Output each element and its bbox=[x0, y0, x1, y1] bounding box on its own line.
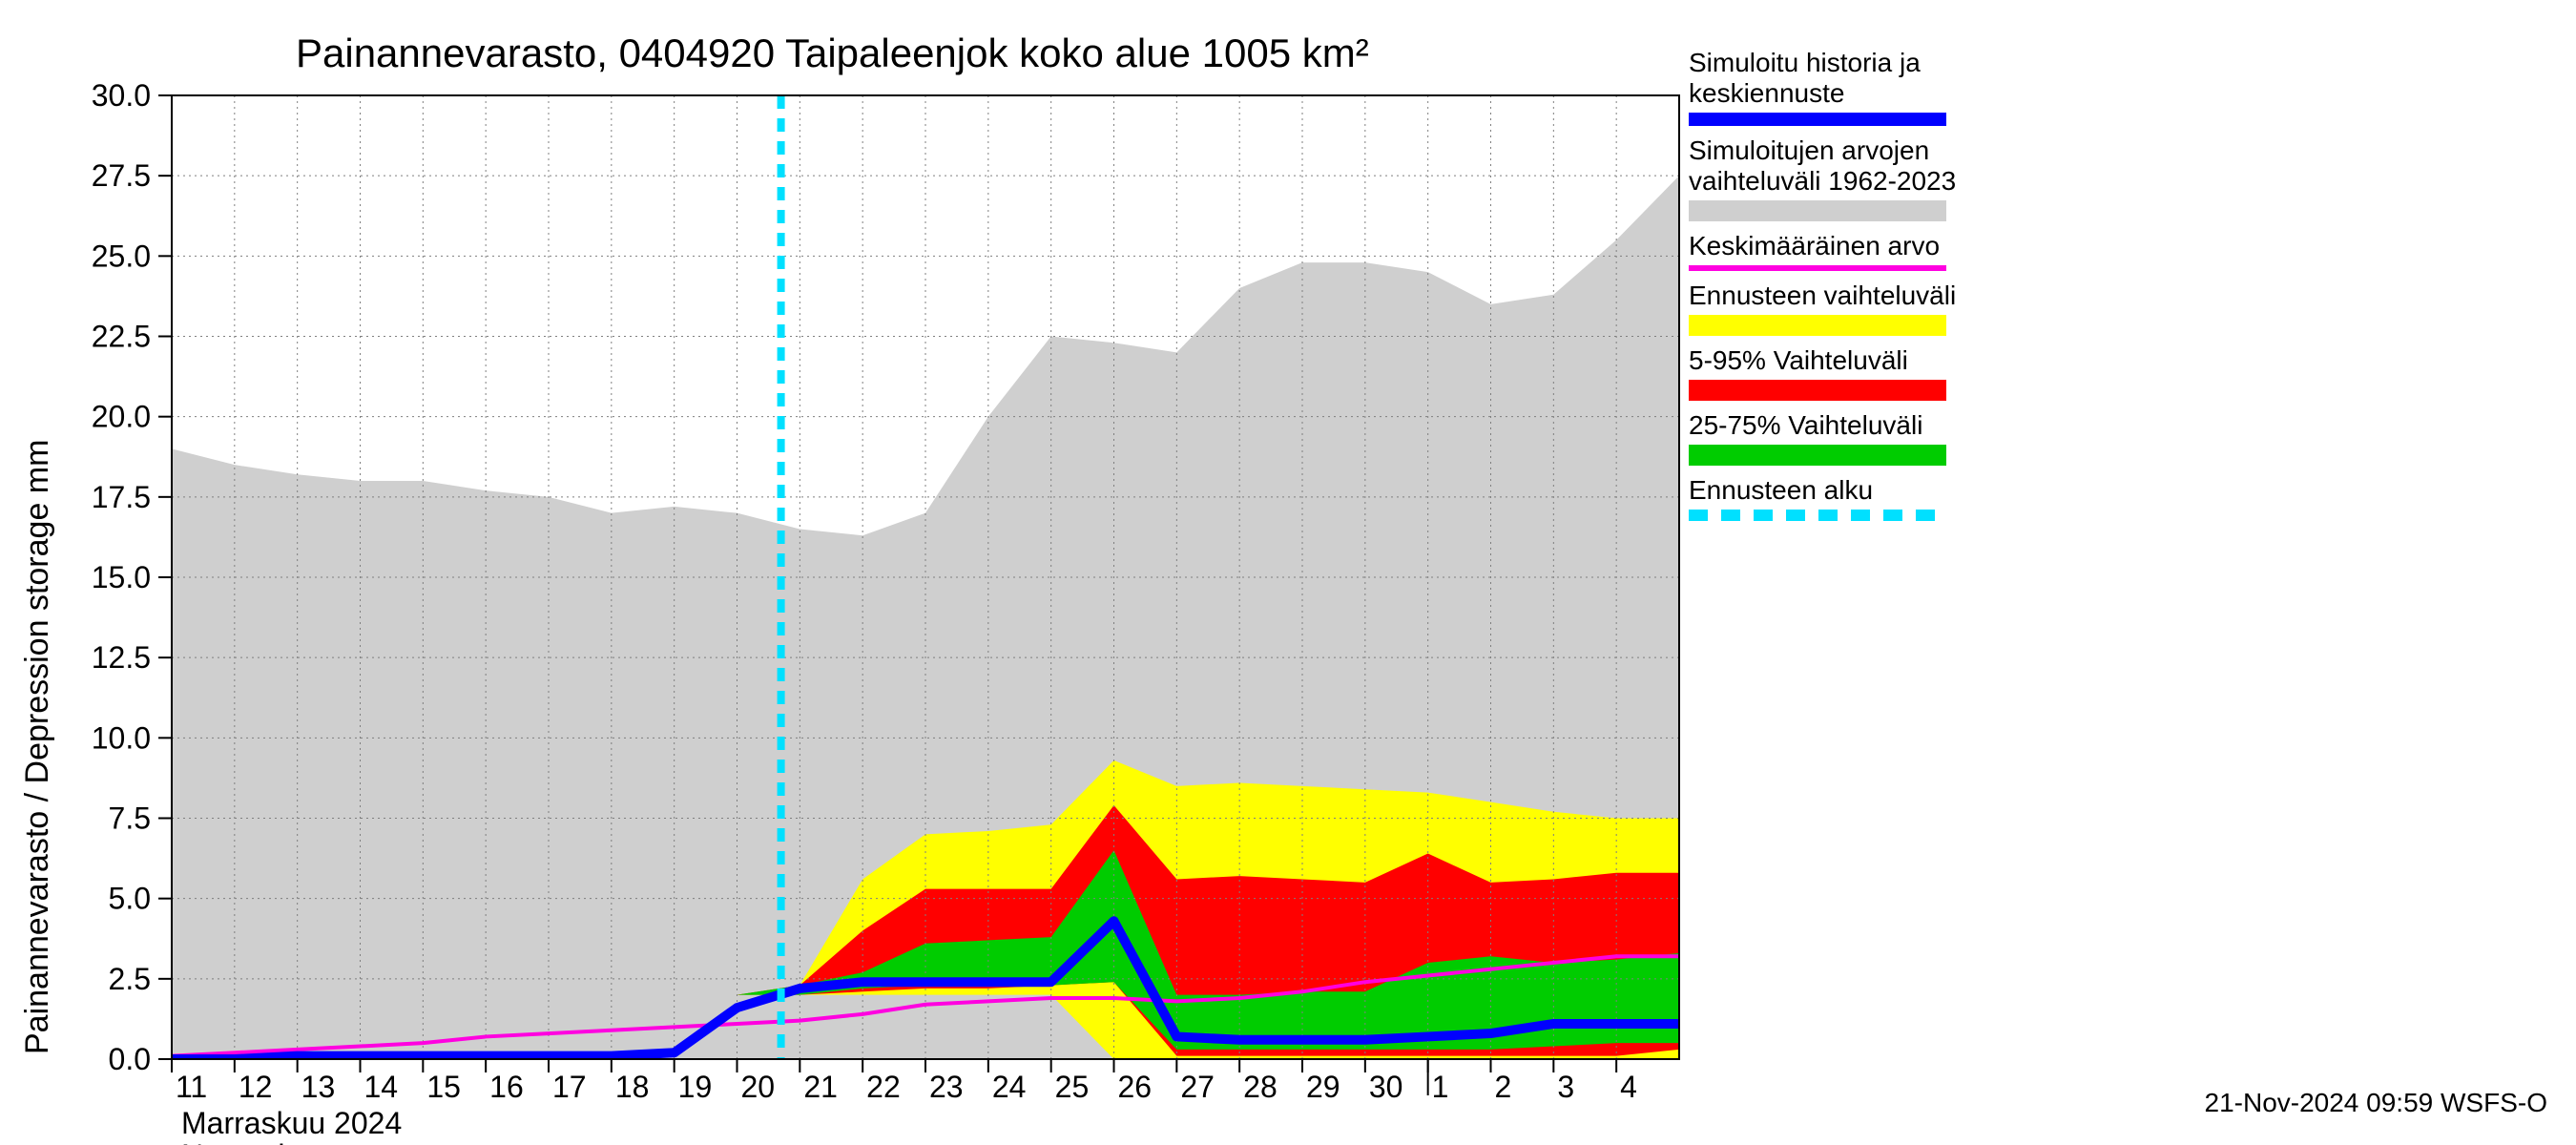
y-tick-label: 10.0 bbox=[92, 720, 151, 755]
x-tick-label: 14 bbox=[364, 1070, 399, 1104]
x-tick-label: 26 bbox=[1118, 1070, 1153, 1104]
legend-item: Ennusteen alku bbox=[1689, 475, 1956, 521]
legend-label: Simuloitu historia ja bbox=[1689, 48, 1956, 78]
y-axis-label: Painannevarasto / Depression storage mm bbox=[19, 440, 55, 1054]
y-tick-label: 0.0 bbox=[109, 1042, 151, 1076]
y-tick-label: 5.0 bbox=[109, 882, 151, 916]
x-tick-label: 17 bbox=[552, 1070, 587, 1104]
y-tick-label: 7.5 bbox=[109, 802, 151, 836]
x-tick-label: 19 bbox=[678, 1070, 713, 1104]
legend-swatch bbox=[1689, 200, 1946, 221]
chart-svg: 0.0 2.5 5.0 7.5 10.0 12.5 15.0 17.5 20.0 22.5 25.0… bbox=[0, 0, 2576, 1145]
legend-swatch bbox=[1689, 445, 1946, 466]
x-tick-label: 16 bbox=[489, 1070, 524, 1104]
x-tick-label: 2 bbox=[1495, 1070, 1512, 1104]
legend-label: keskiennuste bbox=[1689, 78, 1956, 109]
x-tick-label: 22 bbox=[866, 1070, 901, 1104]
x-tick-label: 1 bbox=[1432, 1070, 1449, 1104]
legend-swatch bbox=[1689, 380, 1946, 401]
legend-swatch bbox=[1689, 510, 1946, 521]
legend-item: 5-95% Vaihteluväli bbox=[1689, 345, 1956, 401]
legend-label: Simuloitujen arvojen bbox=[1689, 135, 1956, 166]
legend-swatch bbox=[1689, 265, 1946, 271]
legend-label: Ennusteen vaihteluväli bbox=[1689, 281, 1956, 311]
x-tick-label: 24 bbox=[992, 1070, 1027, 1104]
x-tick-label: 25 bbox=[1055, 1070, 1090, 1104]
legend-item: Simuloitu historia jakeskiennuste bbox=[1689, 48, 1956, 126]
legend-label: Keskimääräinen arvo bbox=[1689, 231, 1956, 261]
footer-timestamp: 21-Nov-2024 09:59 WSFS-O bbox=[2205, 1088, 2548, 1118]
x-tick-label: 28 bbox=[1243, 1070, 1278, 1104]
legend-item: Keskimääräinen arvo bbox=[1689, 231, 1956, 271]
x-tick-label: 13 bbox=[301, 1070, 336, 1104]
legend-item: 25-75% Vaihteluväli bbox=[1689, 410, 1956, 466]
legend-item: Ennusteen vaihteluväli bbox=[1689, 281, 1956, 336]
x-tick-label: 21 bbox=[803, 1070, 838, 1104]
x-month-line1: Marraskuu 2024 bbox=[181, 1106, 402, 1140]
y-tick-label: 25.0 bbox=[92, 239, 151, 273]
y-tick-label: 22.5 bbox=[92, 320, 151, 354]
x-tick-label: 3 bbox=[1557, 1070, 1574, 1104]
x-tick-label: 18 bbox=[615, 1070, 650, 1104]
x-tick-label: 30 bbox=[1369, 1070, 1403, 1104]
y-tick-label: 2.5 bbox=[109, 962, 151, 996]
x-month-line2: November bbox=[181, 1138, 322, 1145]
legend-swatch bbox=[1689, 113, 1946, 126]
x-tick-label: 4 bbox=[1620, 1070, 1637, 1104]
x-tick-label: 27 bbox=[1180, 1070, 1215, 1104]
x-tick-label: 11 bbox=[176, 1070, 207, 1104]
x-tick-label: 29 bbox=[1306, 1070, 1340, 1104]
y-tick-label: 17.5 bbox=[92, 480, 151, 514]
x-tick-label: 12 bbox=[239, 1070, 273, 1104]
legend-label: 5-95% Vaihteluväli bbox=[1689, 345, 1956, 376]
y-tick-label: 20.0 bbox=[92, 400, 151, 434]
legend-item: Simuloitujen arvojenvaihteluväli 1962-20… bbox=[1689, 135, 1956, 221]
y-tick-label: 15.0 bbox=[92, 560, 151, 594]
legend-label: vaihteluväli 1962-2023 bbox=[1689, 166, 1956, 197]
chart-title: Painannevarasto, 0404920 Taipaleenjok ko… bbox=[296, 31, 1369, 75]
legend-label: Ennusteen alku bbox=[1689, 475, 1956, 506]
legend: Simuloitu historia jakeskiennusteSimuloi… bbox=[1689, 48, 1956, 531]
legend-swatch bbox=[1689, 315, 1946, 336]
legend-label: 25-75% Vaihteluväli bbox=[1689, 410, 1956, 441]
x-tick-label: 20 bbox=[741, 1070, 776, 1104]
chart-container: 0.0 2.5 5.0 7.5 10.0 12.5 15.0 17.5 20.0 22.5 25.0… bbox=[0, 0, 2576, 1145]
y-tick-label: 12.5 bbox=[92, 640, 151, 675]
y-tick-label: 30.0 bbox=[92, 78, 151, 113]
x-tick-label: 23 bbox=[929, 1070, 964, 1104]
y-tick-label: 27.5 bbox=[92, 158, 151, 193]
x-tick-label: 15 bbox=[426, 1070, 461, 1104]
